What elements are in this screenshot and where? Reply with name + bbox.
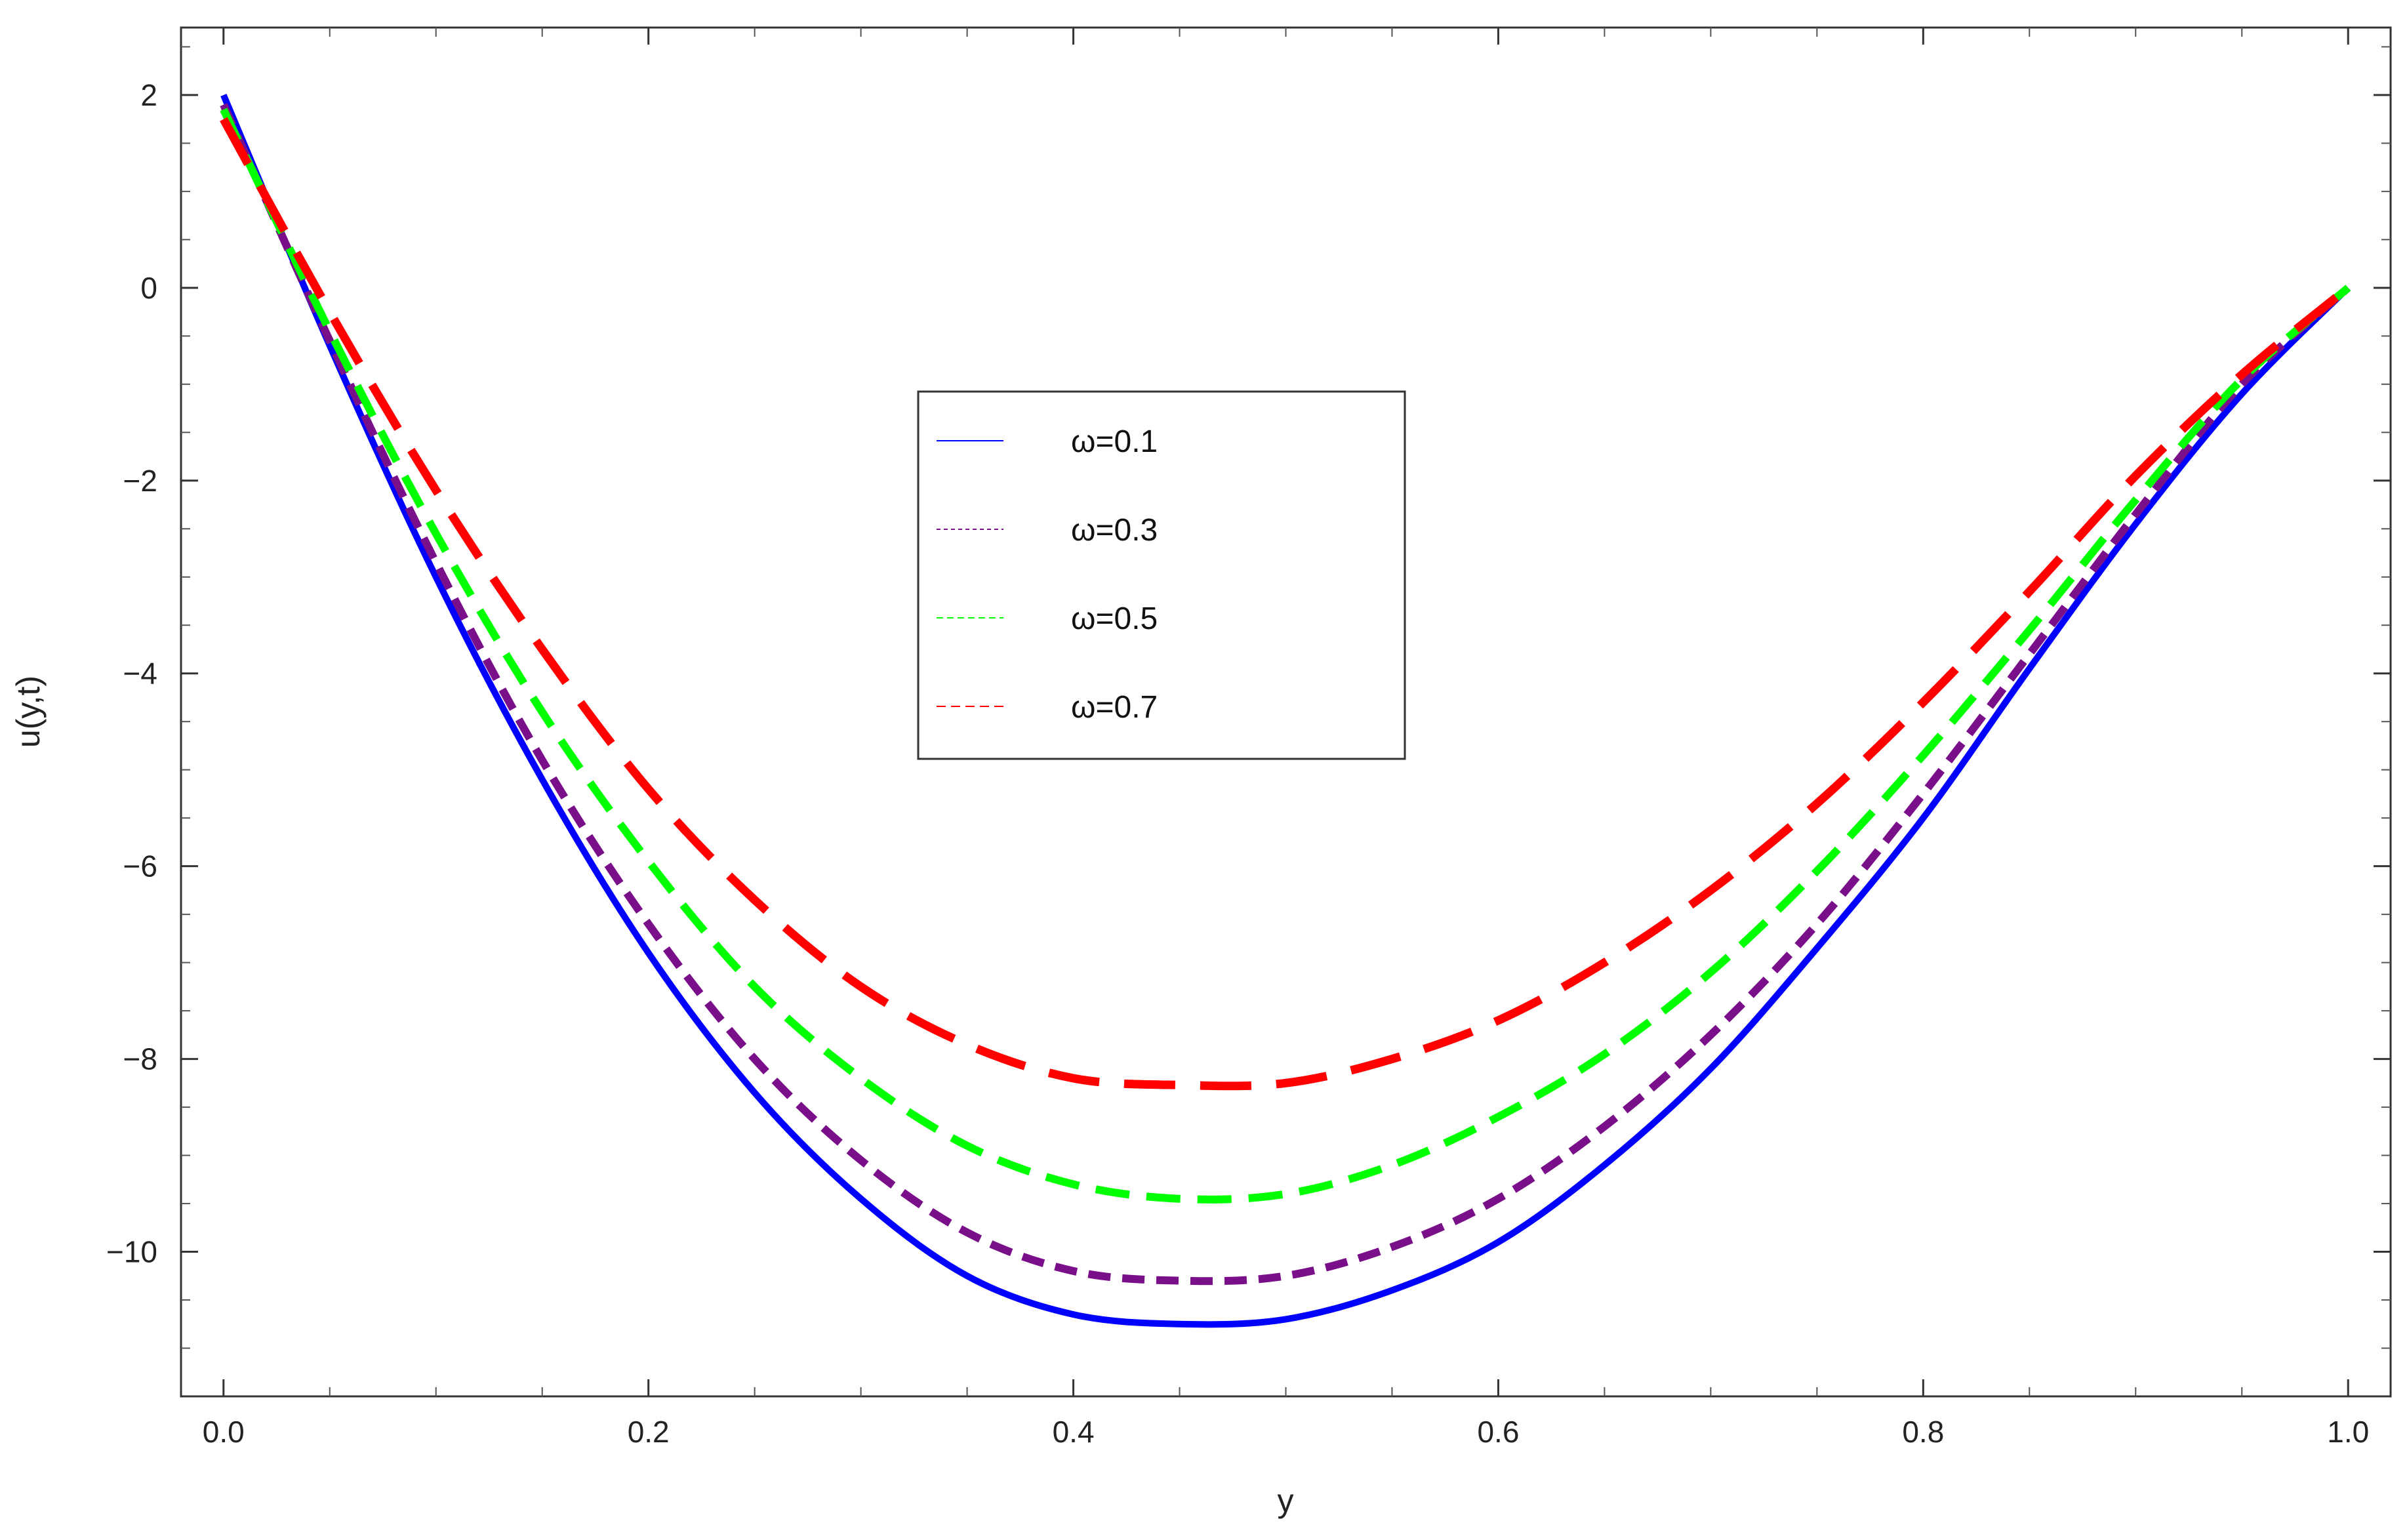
series-line-2 (220, 103, 2351, 1286)
x-tick-label: 0.0 (203, 1415, 245, 1449)
x-tick-label: 0.6 (1477, 1415, 1519, 1449)
y-tick-label: −8 (123, 1042, 157, 1076)
legend-label: ω=0.7 (1071, 690, 1158, 725)
axis-tick-labels: 0.0 0.2 0.4 0.6 0.8 1.0 2 0 −2 −4 −6 −8 −10 (106, 78, 2369, 1449)
y-tick-label: −6 (123, 849, 157, 883)
y-axis-title: u(y,t) (10, 676, 47, 748)
legend: ω=0.1 ω=0.3 ω=0.5 ω=0.7 (917, 390, 1406, 760)
legend-label: ω=0.3 (1071, 513, 1158, 548)
x-axis-title: y (1278, 1482, 1294, 1519)
axis-ticks (181, 28, 2391, 1396)
x-tick-label: 0.2 (628, 1415, 670, 1449)
series-line-4 (220, 117, 2351, 1091)
y-tick-label: −2 (123, 464, 157, 498)
legend-label: ω=0.1 (1071, 424, 1158, 459)
x-tick-label: 1.0 (2327, 1415, 2369, 1449)
legend-items: ω=0.1 ω=0.3 ω=0.5 ω=0.7 (937, 424, 1158, 725)
y-tick-label: 2 (140, 78, 157, 112)
legend-label: ω=0.5 (1071, 601, 1158, 636)
x-tick-label: 0.8 (1902, 1415, 1944, 1449)
legend-box (917, 390, 1406, 760)
x-tick-label: 0.4 (1053, 1415, 1095, 1449)
y-tick-label: 0 (140, 271, 157, 305)
series-layer (220, 93, 2351, 1328)
series-line-3 (220, 108, 2351, 1204)
y-tick-label: −4 (123, 657, 157, 691)
y-tick-label: −10 (106, 1235, 157, 1269)
series-line-1 (220, 93, 2351, 1328)
